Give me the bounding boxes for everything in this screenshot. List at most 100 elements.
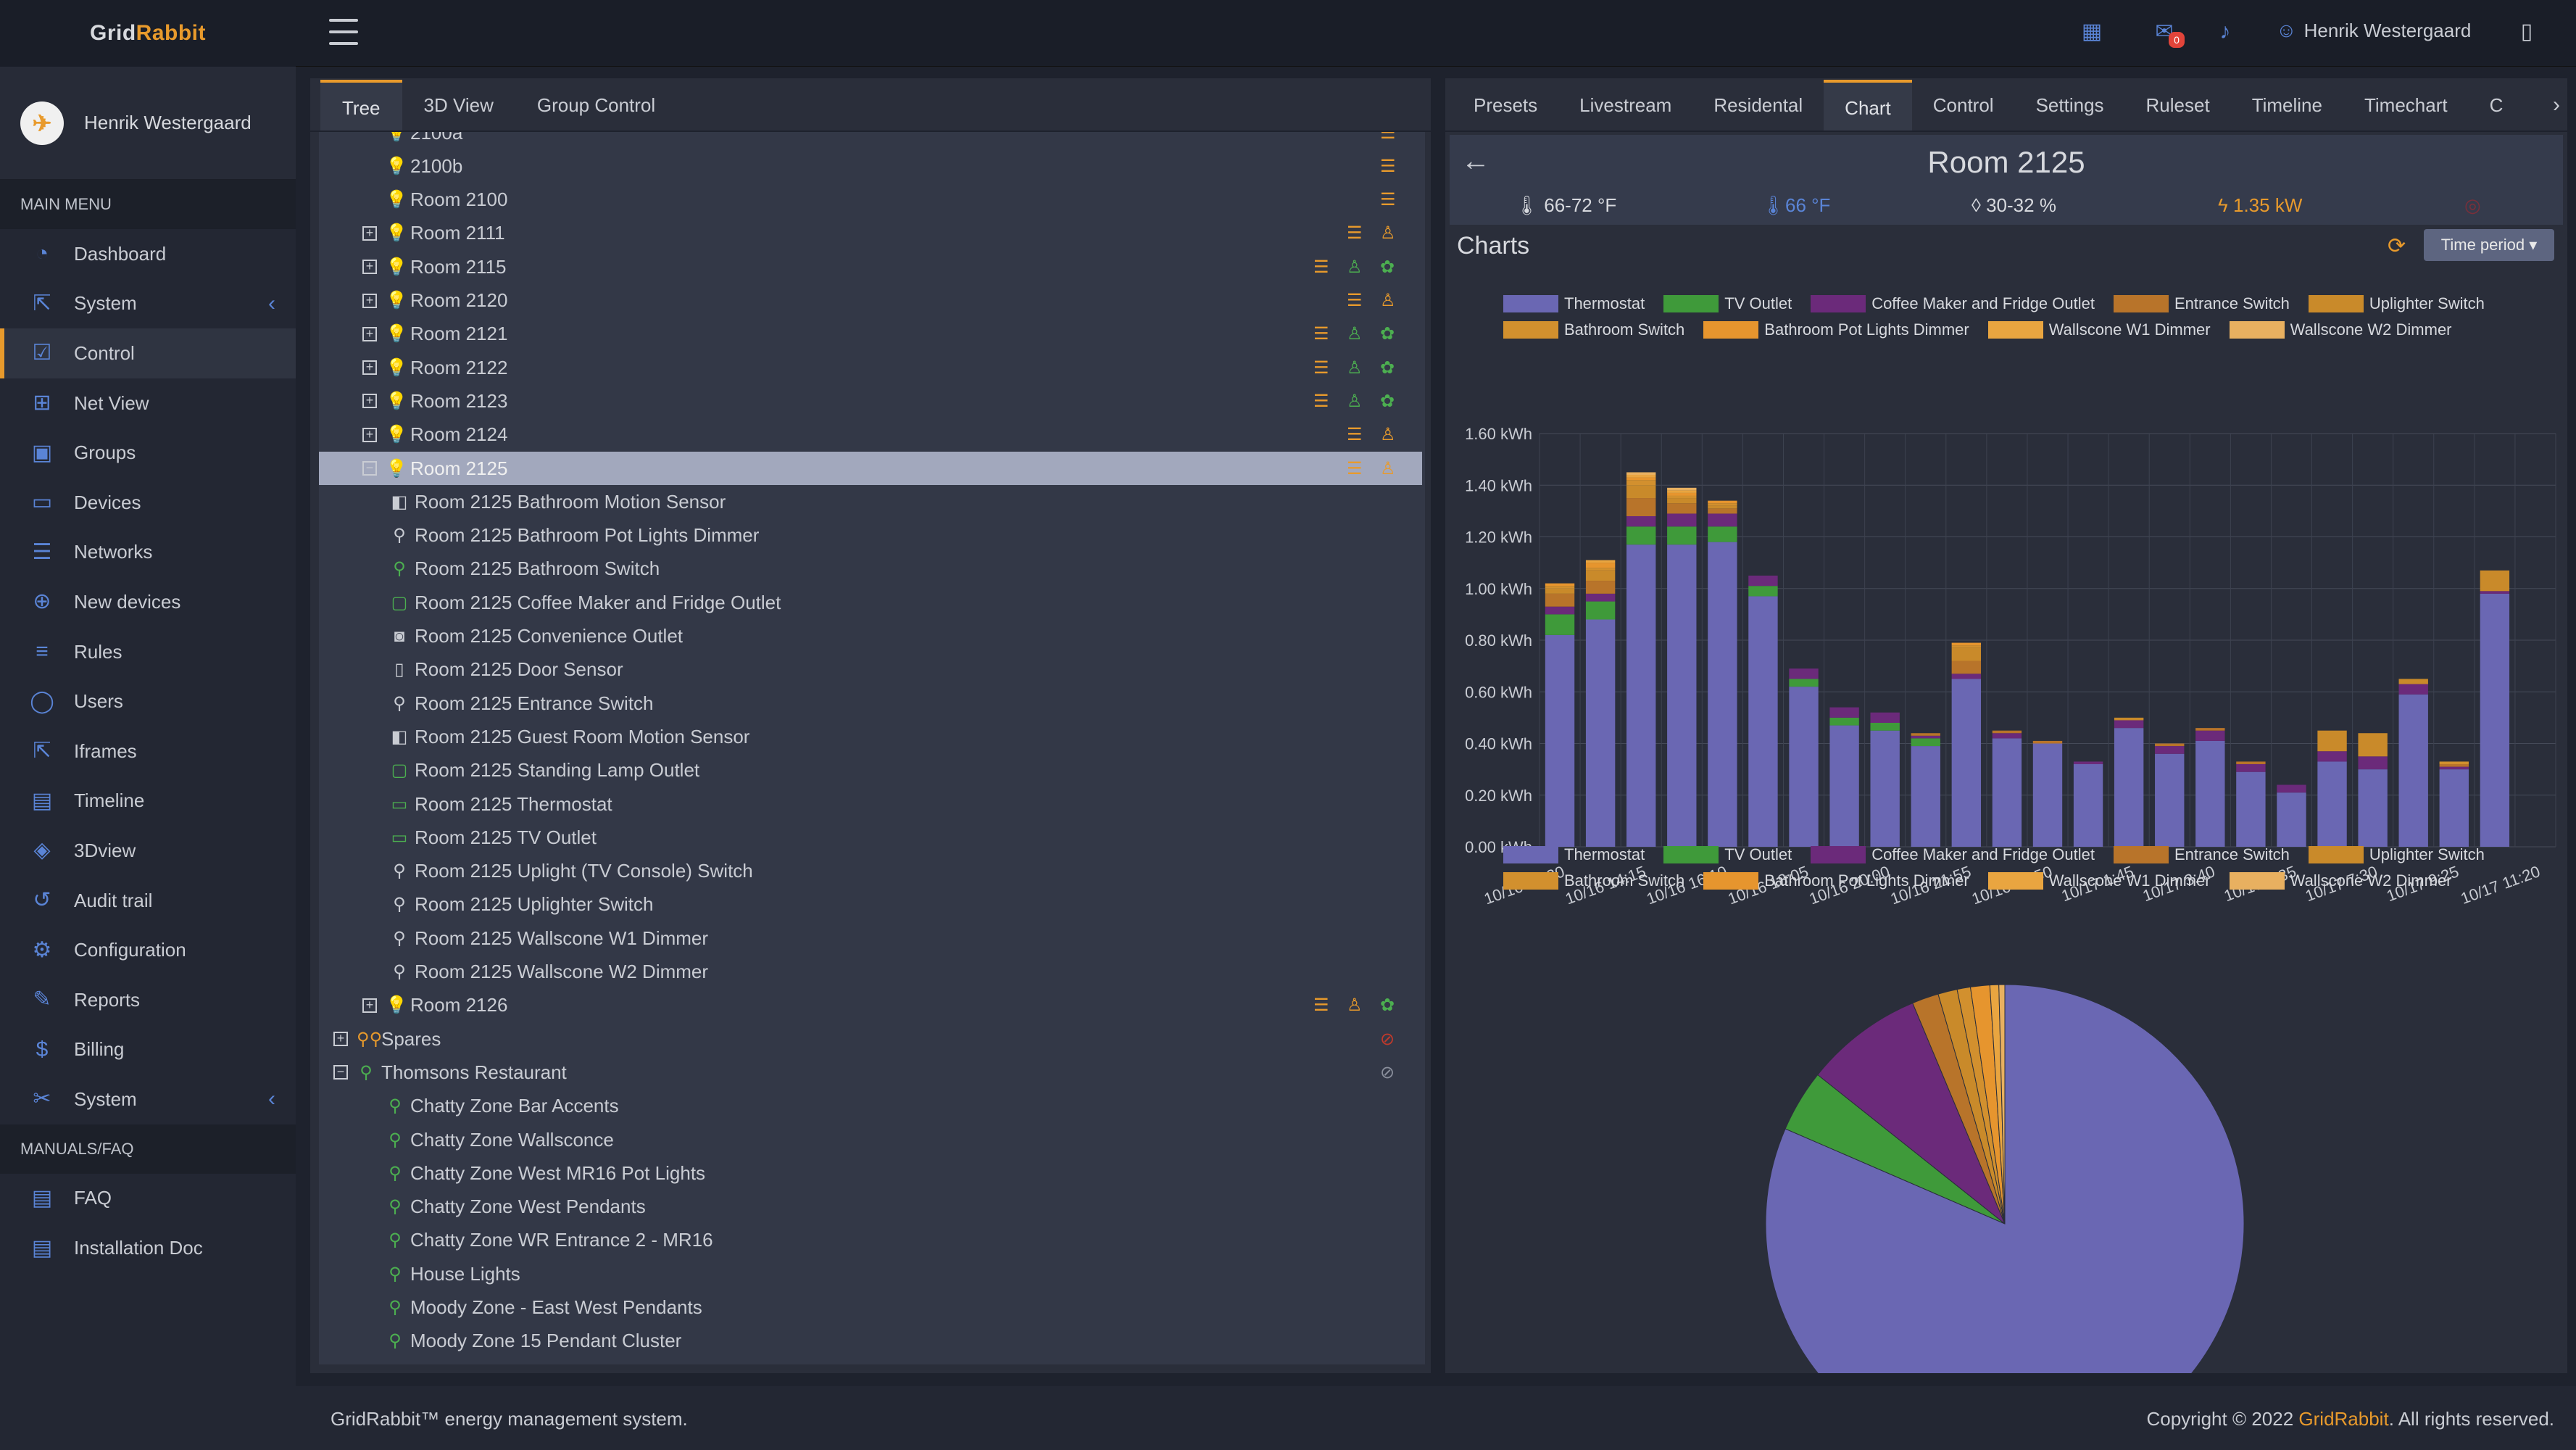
legend-item[interactable]: Wallscone W2 Dimmer xyxy=(2229,871,2452,890)
expand-icon[interactable]: + xyxy=(362,394,377,409)
legend-item[interactable]: Thermostat xyxy=(1503,294,1645,313)
alert-icon[interactable]: ⊘ xyxy=(1380,1029,1395,1049)
legend-item[interactable]: Wallscone W2 Dimmer xyxy=(2229,320,2452,339)
tree-row[interactable]: ⚲ Room 2125 Wallscone W1 Dimmer xyxy=(319,921,1422,955)
tab-chart[interactable]: Chart xyxy=(1824,80,1912,130)
sliders-icon[interactable]: ☰ xyxy=(1380,132,1396,143)
sidebar-item-reports[interactable]: ✎ Reports xyxy=(0,975,296,1025)
tree-row[interactable]: ◧ Room 2125 Bathroom Motion Sensor xyxy=(319,485,1422,518)
expand-icon[interactable]: + xyxy=(362,360,377,376)
sidebar-profile[interactable]: ✈ Henrik Westergaard xyxy=(0,67,296,180)
sidebar-item-users[interactable]: ◯ Users xyxy=(0,676,296,726)
tab-tree[interactable]: Tree xyxy=(320,80,402,130)
tab-settings[interactable]: Settings xyxy=(2035,94,2104,116)
grid-view-icon[interactable]: ▦ xyxy=(2081,20,2103,44)
tree-row[interactable]: ⚲ Room 2125 Wallscone W2 Dimmer xyxy=(319,956,1422,989)
tree-row[interactable]: ⚲ Chatty Zone WR Entrance 2 - MR16 xyxy=(319,1224,1422,1257)
sliders-icon[interactable]: ☰ xyxy=(1347,291,1363,310)
sliders-icon[interactable]: ☰ xyxy=(1313,357,1329,378)
sidebar-item-audit-trail[interactable]: ↺ Audit trail xyxy=(0,876,296,926)
tree-row[interactable]: ⚲Moody Zone East West Entry Pendants xyxy=(319,1358,1422,1364)
sidebar-item-billing[interactable]: $ Billing xyxy=(0,1025,296,1075)
time-period-dropdown[interactable]: Time period ▾ xyxy=(2424,229,2554,261)
plant-icon[interactable]: ✿ xyxy=(1380,391,1395,411)
chevron-left-icon[interactable]: ‹ xyxy=(268,291,275,315)
notification-bell-icon[interactable]: ♪ xyxy=(2219,20,2231,44)
sliders-icon[interactable]: ☰ xyxy=(1313,257,1329,277)
tree-row[interactable]: ◧ Room 2125 Guest Room Motion Sensor xyxy=(319,720,1422,753)
sidebar-item-system[interactable]: ⇱ System ‹ xyxy=(0,279,296,329)
legend-item[interactable]: Bathroom Switch xyxy=(1503,320,1684,339)
collapse-icon[interactable]: − xyxy=(362,461,377,476)
sliders-icon[interactable]: ☰ xyxy=(1347,458,1363,478)
sidebar-item-3dview[interactable]: ◈ 3Dview xyxy=(0,826,296,876)
sliders-icon[interactable]: ☰ xyxy=(1380,190,1396,210)
tab-control[interactable]: Control xyxy=(1932,94,1994,116)
sidebar-item-installation-doc[interactable]: ▤ Installation Doc xyxy=(0,1223,296,1273)
legend-item[interactable]: Wallscone W1 Dimmer xyxy=(1987,871,2211,890)
tree-row[interactable]: + 💡 Room 2122 ☰ ♙ ✿ xyxy=(319,351,1422,384)
tab-presets[interactable]: Presets xyxy=(1474,94,1538,116)
sidebar-item-configuration[interactable]: ⚙ Configuration xyxy=(0,925,296,975)
tree-row[interactable]: + 💡 Room 2123 ☰ ♙ ✿ xyxy=(319,384,1422,418)
plant-icon[interactable]: ✿ xyxy=(1380,357,1395,378)
expand-icon[interactable]: + xyxy=(362,326,377,341)
sidebar-item-groups[interactable]: ▣ Groups xyxy=(0,428,296,478)
expand-icon[interactable]: + xyxy=(362,260,377,275)
tab-livestream[interactable]: Livestream xyxy=(1579,94,1672,116)
legend-item[interactable]: Coffee Maker and Fridge Outlet xyxy=(1811,294,2095,313)
tree-row[interactable]: ⚲ Moody Zone - East West Pendants xyxy=(319,1291,1422,1325)
person-icon[interactable]: ♙ xyxy=(1347,324,1363,344)
tabs-scroll-right-icon[interactable]: › xyxy=(2553,93,2560,117)
tree-row[interactable]: ⚲ Room 2125 Entrance Switch xyxy=(319,687,1422,720)
tree-row[interactable]: − 💡 Room 2125 ☰ ♙ xyxy=(319,452,1422,485)
legend-item[interactable]: Uplighter Switch xyxy=(2308,294,2485,313)
tree-row[interactable]: 💡 Room 2100 ☰ xyxy=(319,183,1422,217)
tree-row[interactable]: ⚲ Moody Zone 15 Pendant Cluster xyxy=(319,1325,1422,1358)
sliders-icon[interactable]: ☰ xyxy=(1380,156,1396,176)
tree-row[interactable]: − ⚲ Thomsons Restaurant ⊘ xyxy=(319,1056,1422,1089)
plant-icon[interactable]: ✿ xyxy=(1380,257,1395,277)
sidebar-item-timeline[interactable]: ▤ Timeline xyxy=(0,776,296,826)
device-tree[interactable]: 💡 2100a ☰ 💡 2100b ☰ 💡 Room 2100 ☰ + 💡 Room 2111 ☰ ♙ + 💡… xyxy=(319,132,1425,1364)
expand-icon[interactable]: + xyxy=(362,998,377,1013)
expand-icon[interactable]: + xyxy=(362,427,377,442)
tree-row[interactable]: ⚲ Chatty Zone Wallsconce xyxy=(319,1123,1422,1156)
tree-row[interactable]: ⚲ Room 2125 Uplight (TV Console) Switch xyxy=(319,855,1422,888)
tree-row[interactable]: ⚲ House Lights xyxy=(319,1257,1422,1290)
tree-row[interactable]: + 💡 Room 2120 ☰ ♙ xyxy=(319,284,1422,318)
tree-row[interactable]: + 💡 Room 2121 ☰ ♙ ✿ xyxy=(319,318,1422,351)
chevron-left-icon[interactable]: ‹ xyxy=(268,1087,275,1111)
tree-row[interactable]: ▭ Room 2125 TV Outlet xyxy=(319,821,1422,854)
refresh-icon[interactable]: ⟳ xyxy=(2388,234,2406,258)
tree-row[interactable]: + 💡 Room 2111 ☰ ♙ xyxy=(319,217,1422,250)
back-arrow-icon[interactable]: ← xyxy=(1461,145,1490,177)
sidebar-item-system[interactable]: ✂ System ‹ xyxy=(0,1074,296,1124)
tree-row[interactable]: ⚲ Room 2125 Bathroom Switch xyxy=(319,552,1422,586)
legend-item[interactable]: Uplighter Switch xyxy=(2308,845,2485,864)
legend-item[interactable]: Thermostat xyxy=(1503,845,1645,864)
plant-icon[interactable]: ✿ xyxy=(1380,324,1395,344)
tab-group-control[interactable]: Group Control xyxy=(536,94,656,116)
tab-c[interactable]: C xyxy=(2489,94,2504,116)
person-icon[interactable]: ♙ xyxy=(1380,223,1396,244)
brand-logo[interactable]: GridRabbit xyxy=(0,0,296,67)
sidebar-item-iframes[interactable]: ⇱ Iframes xyxy=(0,726,296,776)
hamburger-menu-icon[interactable] xyxy=(329,19,358,45)
panel-toggle-icon[interactable]: ▯ xyxy=(2520,20,2533,44)
legend-item[interactable]: Bathroom Pot Lights Dimmer xyxy=(1703,871,1969,890)
sliders-icon[interactable]: ☰ xyxy=(1347,425,1363,445)
legend-item[interactable]: Bathroom Switch xyxy=(1503,871,1684,890)
tree-row[interactable]: ▭ Room 2125 Thermostat xyxy=(319,787,1422,821)
tree-row[interactable]: ⚲ Chatty Zone West Pendants xyxy=(319,1190,1422,1224)
legend-item[interactable]: Entrance Switch xyxy=(2113,294,2290,313)
tab-3d-view[interactable]: 3D View xyxy=(423,94,494,116)
tree-row[interactable]: + 💡 Room 2124 ☰ ♙ xyxy=(319,418,1422,452)
chat-icon[interactable]: ✉ 0 xyxy=(2150,17,2185,48)
tree-row[interactable]: ▢ Room 2125 Standing Lamp Outlet xyxy=(319,754,1422,787)
tab-timechart[interactable]: Timechart xyxy=(2364,94,2448,116)
sidebar-item-faq[interactable]: ▤ FAQ xyxy=(0,1174,296,1224)
sidebar-item-net-view[interactable]: ⊞ Net View xyxy=(0,378,296,428)
person-icon[interactable]: ♙ xyxy=(1347,257,1363,277)
person-icon[interactable]: ♙ xyxy=(1380,425,1396,445)
